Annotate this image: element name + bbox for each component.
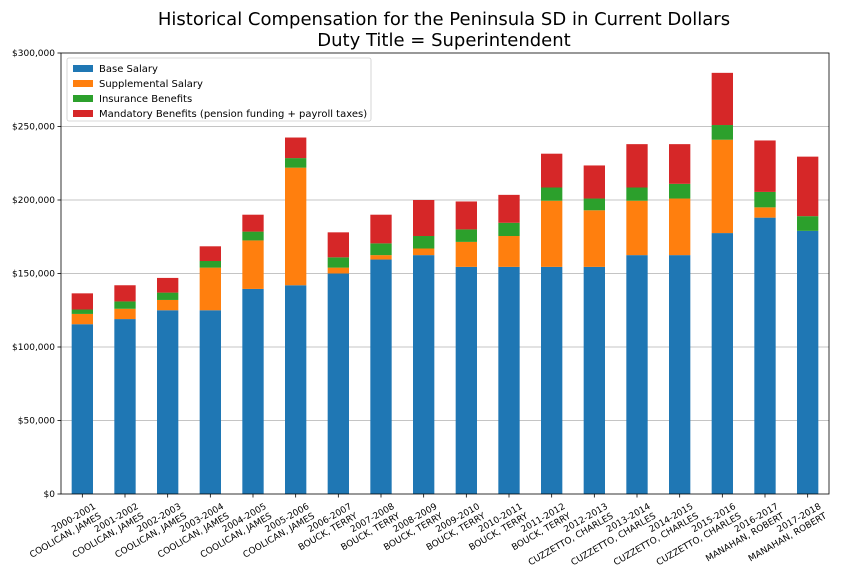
bar-segment — [413, 248, 435, 256]
bar-segment — [455, 229, 477, 242]
bar-segment — [327, 257, 349, 268]
bar-segment — [114, 319, 136, 494]
bar-segment — [626, 200, 648, 256]
legend-label: Supplemental Salary — [99, 79, 203, 90]
bar-segment — [583, 210, 605, 267]
bar-segment — [199, 310, 221, 494]
bar-segment — [669, 255, 691, 494]
bar-segment — [114, 301, 136, 309]
bar-segment — [541, 200, 563, 267]
bar-segment — [754, 217, 776, 494]
bar-segment — [455, 201, 477, 230]
bar-segment — [157, 299, 179, 311]
bar-segment — [327, 273, 349, 494]
y-tick-label: $150,000 — [12, 270, 55, 280]
bar-segment — [541, 266, 563, 494]
legend-swatch — [73, 110, 93, 117]
legend-label: Insurance Benefits — [99, 94, 192, 105]
bar-segment — [285, 158, 307, 168]
bar-segment — [370, 214, 392, 244]
bar-segment — [541, 187, 563, 201]
bar-segment — [498, 236, 520, 267]
bar-segment — [413, 236, 435, 249]
bar-segment — [455, 266, 477, 494]
y-tick-label: $200,000 — [12, 196, 55, 206]
bar-segment — [498, 266, 520, 494]
bar-segment — [797, 156, 819, 217]
bar-segment — [455, 241, 477, 267]
bar-segment — [626, 144, 648, 188]
legend-label: Mandatory Benefits (pension funding + pa… — [99, 109, 367, 120]
bar-segment — [498, 222, 520, 237]
bar-segment — [797, 216, 819, 231]
bars — [71, 72, 819, 494]
bar-segment — [285, 167, 307, 286]
legend-box — [66, 57, 372, 122]
legend-swatch — [73, 80, 93, 87]
bar-segment — [583, 266, 605, 494]
y-tick-label: $300,000 — [12, 49, 55, 59]
bar-segment — [114, 308, 136, 320]
bar-segment — [370, 255, 392, 260]
bar-segment — [711, 139, 733, 234]
y-tick-label: $50,000 — [18, 417, 55, 427]
bar-segment — [413, 200, 435, 237]
chart-title: Historical Compensation for the Peninsul… — [158, 9, 730, 30]
bar-segment — [754, 191, 776, 208]
bar-segment — [498, 194, 520, 223]
legend-swatch — [73, 65, 93, 72]
bar-segment — [583, 165, 605, 199]
bar-segment — [711, 233, 733, 494]
bar-segment — [797, 230, 819, 494]
bar-segment — [199, 261, 221, 268]
legend-label: Base Salary — [99, 64, 158, 75]
chart-subtitle: Duty Title = Superintendent — [317, 30, 570, 51]
bar-segment — [541, 153, 563, 188]
bar-segment — [71, 309, 93, 314]
bar-segment — [242, 240, 264, 289]
bar-segment — [199, 267, 221, 311]
bar-segment — [71, 324, 93, 494]
bar-segment — [327, 267, 349, 274]
bar-segment — [242, 288, 264, 494]
bar-segment — [669, 144, 691, 184]
legend: Base Salary Supplemental Salary Insurance … — [66, 57, 372, 122]
bar-segment — [114, 285, 136, 302]
y-tick-label: $100,000 — [12, 343, 55, 353]
grid-lines — [61, 126, 829, 421]
bar-segment — [71, 293, 93, 310]
bar-segment — [626, 255, 648, 494]
bar-segment — [711, 72, 733, 126]
bar-segment — [626, 187, 648, 201]
bar-segment — [754, 207, 776, 218]
bar-segment — [242, 214, 264, 232]
bar-segment — [711, 125, 733, 140]
bar-segment — [285, 285, 307, 494]
bar-segment — [370, 243, 392, 256]
bar-segment — [71, 313, 93, 325]
bar-segment — [285, 137, 307, 159]
bar-segment — [327, 232, 349, 258]
y-tick-label: $250,000 — [12, 123, 55, 133]
bar-segment — [754, 140, 776, 192]
bar-segment — [242, 231, 264, 241]
y-tick-label: $0 — [44, 490, 56, 500]
legend-swatch — [73, 95, 93, 102]
plot-frame — [60, 52, 830, 495]
bar-segment — [583, 198, 605, 211]
bar-segment — [669, 198, 691, 256]
bar-segment — [157, 292, 179, 300]
bar-segment — [157, 310, 179, 494]
bar-segment — [669, 183, 691, 199]
bar-segment — [370, 259, 392, 494]
bar-segment — [157, 277, 179, 293]
bar-segment — [199, 246, 221, 262]
bar-segment — [413, 255, 435, 494]
